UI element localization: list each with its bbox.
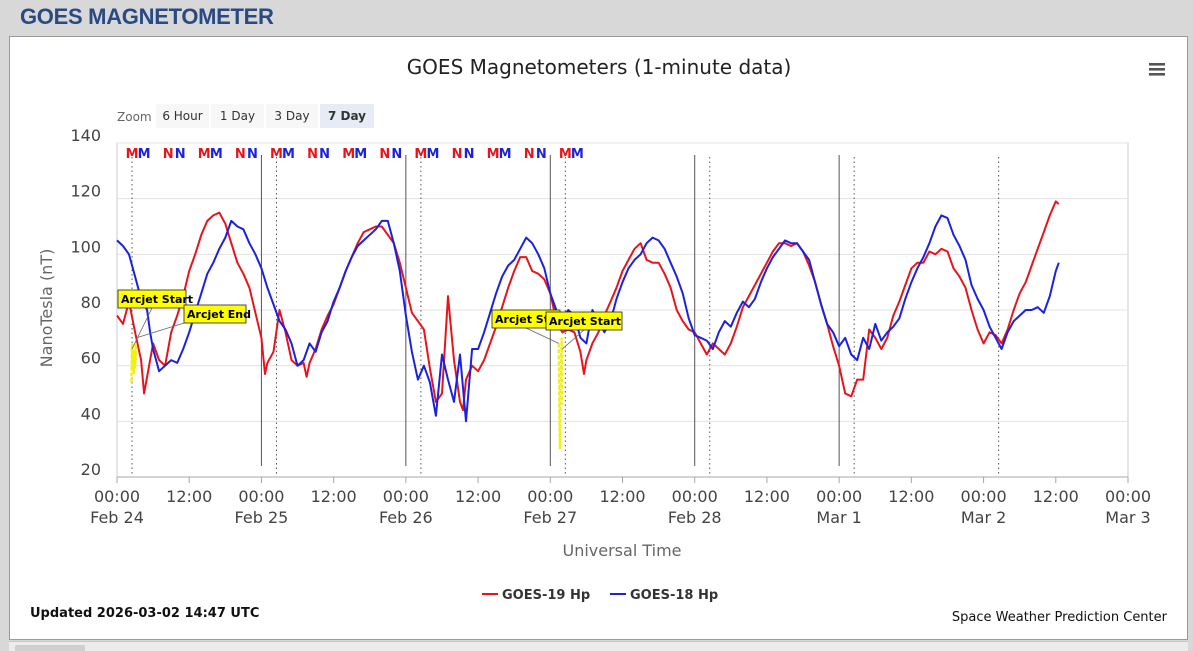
scrollbar-thumb[interactable] — [15, 645, 85, 651]
zoom-button-3-day[interactable]: 3 Day — [266, 104, 318, 128]
zoom-button-label: 7 Day — [328, 109, 366, 123]
zoom-button-label: 3 Day — [274, 109, 309, 123]
zoom-button-1-day[interactable]: 1 Day — [211, 104, 264, 128]
zoom-button-label: 6 Hour — [162, 109, 202, 123]
zoom-bar: Zoom 6 Hour 1 Day 3 Day 7 Day — [117, 104, 374, 128]
zoom-button-6-hour[interactable]: 6 Hour — [156, 104, 209, 128]
zoom-button-bg — [320, 104, 374, 128]
legend-item-goes-19-hp[interactable]: GOES-19 Hp — [482, 588, 590, 603]
legend-label: GOES-19 Hp — [502, 588, 590, 603]
zoom-button-bg — [156, 104, 209, 128]
legend-item-goes-18-hp[interactable]: GOES-18 Hp — [610, 588, 718, 603]
zoom-button-bg — [211, 104, 264, 128]
page-title: GOES MAGNETOMETER — [20, 4, 274, 29]
horizontal-scrollbar[interactable] — [9, 641, 1188, 651]
zoom-button-label: 1 Day — [220, 109, 255, 123]
legend-label: GOES-18 Hp — [630, 588, 718, 603]
legend: GOES-19 Hp GOES-18 Hp — [482, 588, 718, 603]
zoom-button-bg — [266, 104, 318, 128]
zoom-button-7-day[interactable]: 7 Day — [320, 104, 374, 128]
page-header: GOES MAGNETOMETER — [0, 0, 1193, 36]
menu-icon[interactable] — [1149, 63, 1165, 76]
